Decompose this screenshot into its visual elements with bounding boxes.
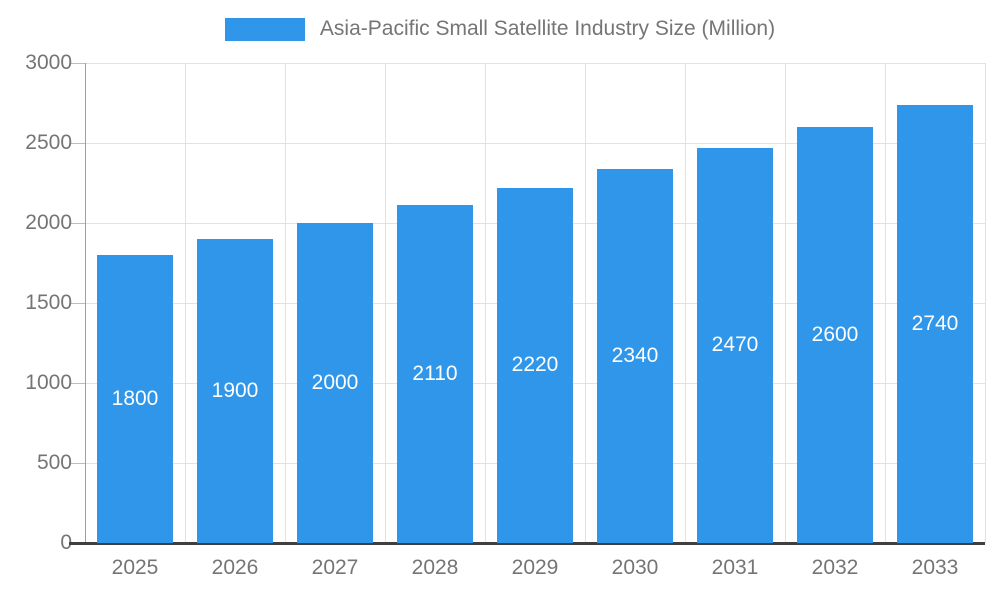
y-tick-500: [71, 463, 85, 464]
bar-2033: 2740: [897, 104, 973, 543]
chart-title: Asia-Pacific Small Satellite Industry Si…: [319, 17, 776, 40]
x-axis-label-2031: 2031: [711, 556, 759, 579]
gridline-x-4: [485, 63, 486, 543]
x-axis-label-2025: 2025: [111, 556, 159, 579]
y-axis-label-500: 500: [36, 451, 72, 474]
y-tick-2500: [71, 143, 85, 144]
bar-2025: 1800: [97, 255, 173, 543]
legend-swatch: [224, 17, 305, 41]
y-axis-label-1000: 1000: [25, 371, 72, 394]
gridline-y-2500: [85, 143, 985, 144]
gridline-x-9: [985, 63, 986, 543]
gridline-x-2: [285, 63, 286, 543]
legend: Asia-Pacific Small Satellite Industry Si…: [0, 17, 1000, 41]
gridline-x-3: [385, 63, 386, 543]
bar-value-2026: 1900: [211, 379, 259, 402]
bar-value-2025: 1800: [111, 387, 159, 410]
y-axis-label-3000: 3000: [25, 51, 72, 74]
bar-value-2033: 2740: [911, 311, 959, 335]
bar-value-2027: 2000: [311, 371, 359, 394]
y-axis-label-0: 0: [60, 531, 72, 554]
y-tick-3000: [71, 63, 85, 64]
x-axis-label-2028: 2028: [411, 556, 459, 579]
y-axis-label-2000: 2000: [25, 211, 72, 234]
x-axis-baseline: [69, 542, 985, 545]
bar-2032: 2600: [797, 127, 873, 543]
y-axis-label-1500: 1500: [25, 291, 72, 314]
gridline-y-3000: [85, 63, 985, 64]
x-axis-label-2032: 2032: [811, 556, 859, 579]
y-axis-label-2500: 2500: [25, 131, 72, 154]
gridline-x-1: [185, 63, 186, 543]
bar-value-2031: 2470: [711, 333, 759, 357]
bar-2026: 1900: [197, 239, 273, 543]
bar-2027: 2000: [297, 223, 373, 543]
bar-2030: 2340: [597, 168, 673, 543]
plot-area: 0 500 1000 1500 2000 2500 3000 1800 2025 1900 2026…: [25, 51, 986, 579]
gridline-x-6: [685, 63, 686, 543]
bar-2029: 2220: [497, 187, 573, 543]
y-tick-1000: [71, 383, 85, 384]
y-tick-2000: [71, 223, 85, 224]
bar-value-2032: 2600: [811, 323, 859, 346]
bar-2028: 2110: [397, 205, 473, 543]
bar-value-2029: 2220: [511, 353, 559, 377]
x-axis-label-2030: 2030: [611, 556, 659, 579]
gridline-x-7: [785, 63, 786, 543]
bar-value-2028: 2110: [412, 362, 458, 386]
x-axis-label-2029: 2029: [511, 556, 559, 579]
y-tick-1500: [71, 303, 85, 304]
x-axis-label-2033: 2033: [911, 556, 959, 579]
x-axis-label-2026: 2026: [211, 556, 259, 579]
y-axis-line: [85, 63, 86, 543]
gridline-x-5: [585, 63, 586, 543]
bar-value-2030: 2340: [611, 343, 659, 367]
bar-2031: 2470: [697, 147, 773, 543]
x-axis-label-2027: 2027: [311, 556, 359, 579]
gridline-x-8: [885, 63, 886, 543]
